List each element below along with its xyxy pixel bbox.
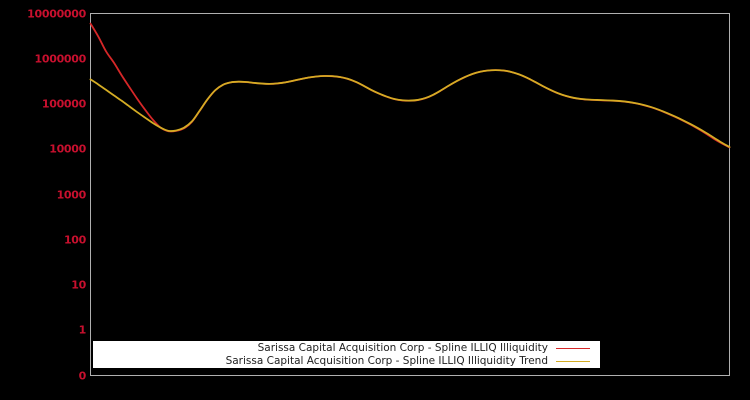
- chart-legend: Sarissa Capital Acquisition Corp - Splin…: [93, 341, 600, 368]
- y-axis-tick-label: 100000: [41, 97, 86, 111]
- y-axis-tick-label: 1: [78, 323, 87, 337]
- y-axis-tick-label: 10000000: [27, 7, 86, 20]
- y-axis-tick-label: 10000: [49, 142, 86, 156]
- series-line: [89, 69, 731, 148]
- y-axis-tick-label: 10: [71, 278, 86, 292]
- y-axis-tick-label: 0: [78, 369, 87, 382]
- legend-item: Sarissa Capital Acquisition Corp - Splin…: [93, 355, 600, 368]
- y-axis-tick-labels: 10000000 1000000 100000 10000 1000 100 10 1 0: [0, 0, 86, 400]
- legend-item: Sarissa Capital Acquisition Corp - Splin…: [93, 342, 600, 355]
- y-axis-tick-label: 1000: [56, 188, 87, 201]
- legend-color-swatch: [556, 360, 590, 362]
- legend-item-label: Sarissa Capital Acquisition Corp - Splin…: [225, 355, 548, 367]
- y-axis-tick-label: 100: [63, 233, 86, 247]
- series-layer: [89, 22, 731, 149]
- y-axis-tick-label: 1000000: [34, 52, 87, 66]
- plot-frame: [90, 13, 730, 376]
- legend-color-swatch: [556, 347, 590, 349]
- legend-item-label: Sarissa Capital Acquisition Corp - Splin…: [257, 342, 548, 354]
